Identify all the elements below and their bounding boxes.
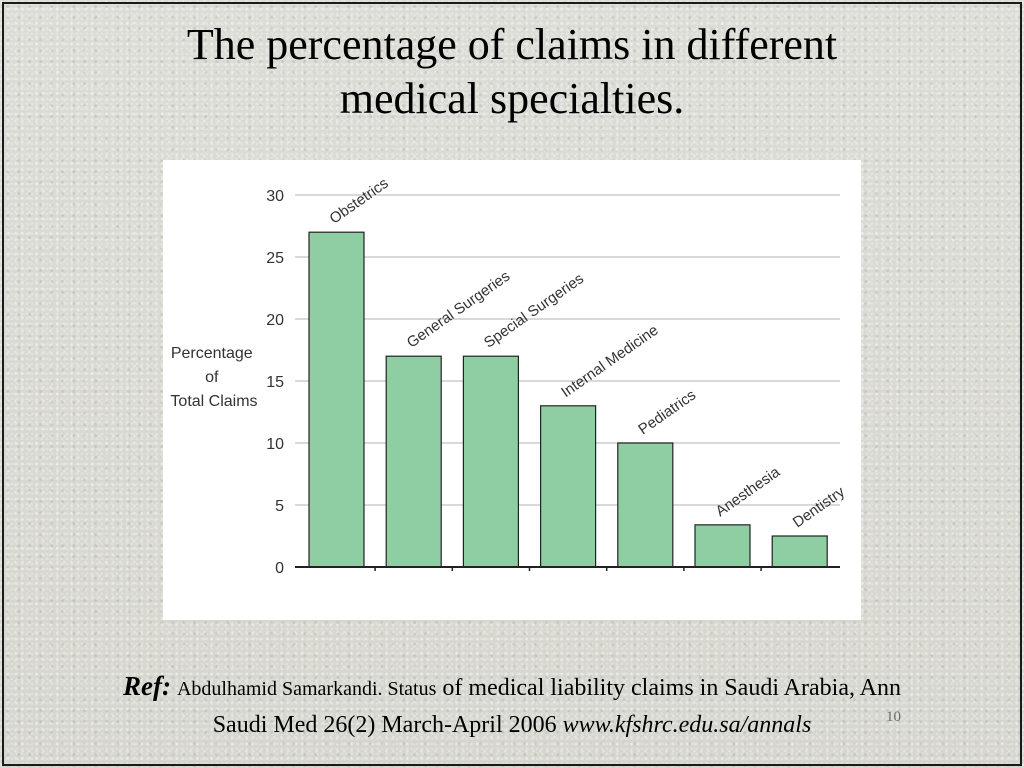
- chart-panel: 0 5 10 15 20 25 30 Obstetrics General Surgeries…: [163, 160, 861, 620]
- bar: [308, 231, 365, 568]
- reference-text-1: of medical liability claims in Saudi Ara…: [436, 675, 901, 701]
- page-number: 10: [886, 709, 901, 725]
- bar: [385, 355, 442, 568]
- title-line-2: medical specialties.: [339, 74, 685, 123]
- y-axis-label-line-2: of: [205, 369, 219, 386]
- bar: [771, 535, 828, 568]
- y-tick-label: 20: [266, 312, 284, 329]
- y-tick-labels: 0 5 10 15 20 25 30: [266, 188, 284, 577]
- category-label: Dentistry: [790, 483, 849, 531]
- bar: [694, 524, 751, 568]
- reference-text-2: Saudi Med 26(2) March-April 2006: [212, 712, 563, 738]
- reference-link[interactable]: www.kfshrc.edu.sa/annals: [562, 712, 812, 738]
- y-tick-label: 15: [266, 374, 284, 391]
- category-label: Obstetrics: [327, 175, 392, 228]
- y-tick-label: 5: [275, 498, 284, 515]
- bar: [617, 442, 674, 568]
- bar: [540, 405, 597, 568]
- title-line-1: The percentage of claims in different: [186, 20, 838, 69]
- category-label: Pediatrics: [635, 387, 699, 439]
- y-tick-label: 30: [266, 188, 284, 205]
- y-axis-label-line-3: Total Claims: [170, 393, 257, 410]
- y-tick-label: 0: [275, 560, 284, 577]
- bars: [308, 231, 828, 568]
- reference-author: Abdulhamid Samarkandi. Status: [176, 678, 437, 700]
- y-tick-label: 25: [266, 250, 284, 267]
- category-label: Internal Medicine: [558, 322, 661, 401]
- reference-label: Ref:: [123, 671, 171, 701]
- reference-note: Ref: Abdulhamid Samarkandi. Status of me…: [30, 668, 994, 743]
- y-tick-label: 10: [266, 436, 284, 453]
- y-axis-label: Percentage of Total Claims: [170, 345, 257, 410]
- y-axis-label-line-1: Percentage: [171, 345, 253, 362]
- axes: [295, 566, 840, 571]
- category-label: Anesthesia: [713, 463, 784, 520]
- bar: [462, 355, 519, 568]
- slide-title: The percentage of claims in different me…: [0, 18, 1024, 126]
